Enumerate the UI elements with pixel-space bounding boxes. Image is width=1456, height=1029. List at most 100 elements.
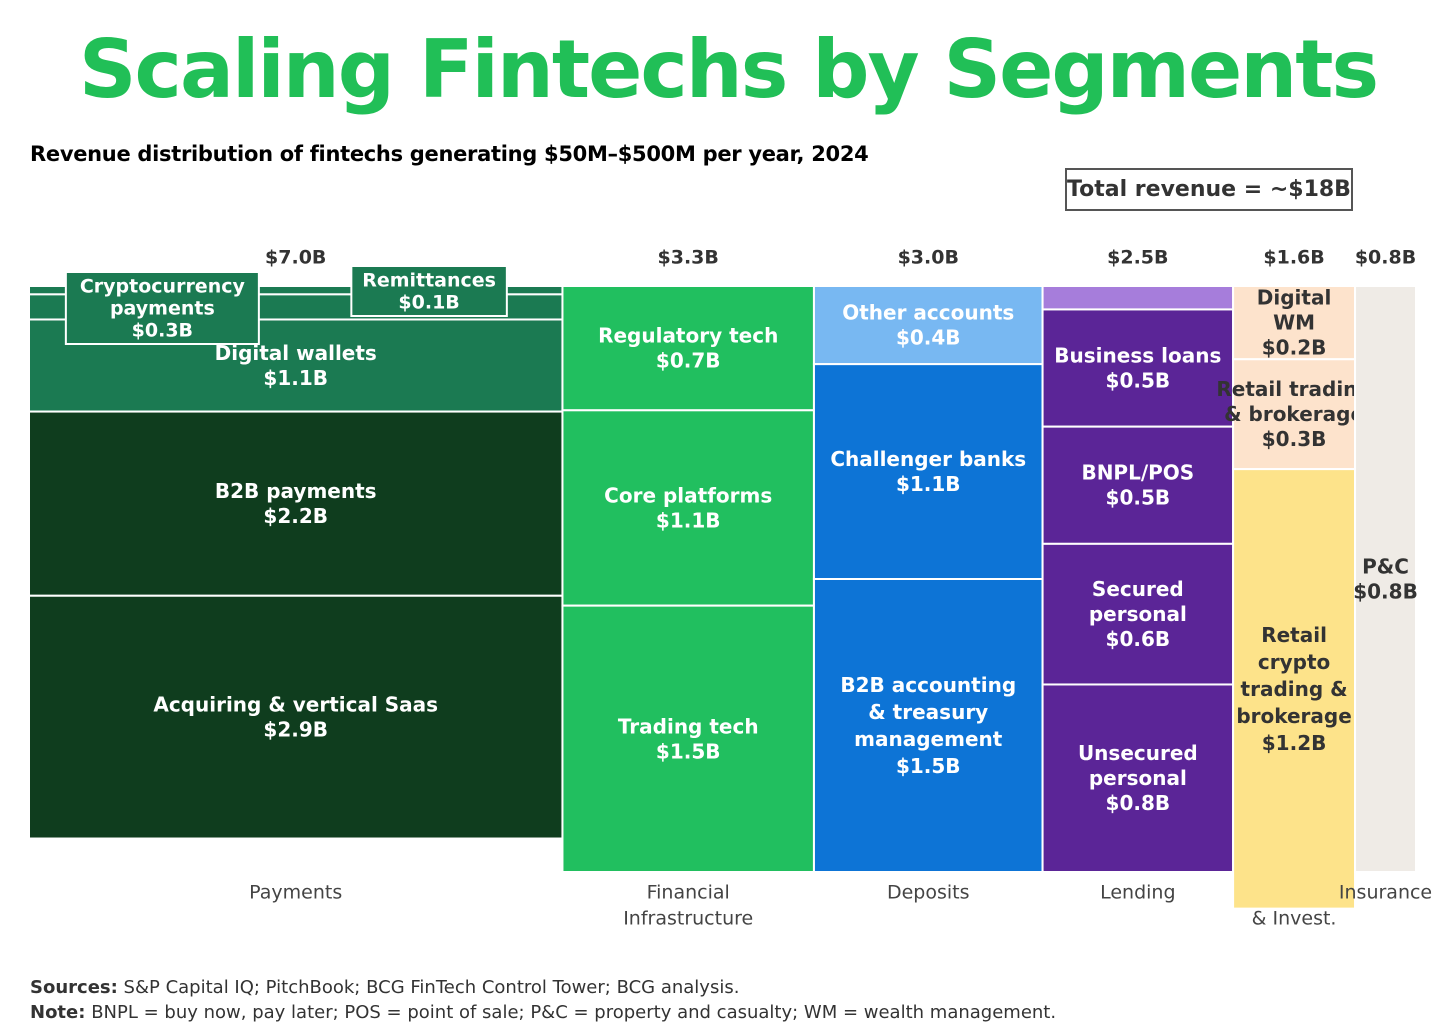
segment-label-digital-wm: Digital WM $0.2B: [1257, 286, 1332, 360]
category-label-deposits: Deposits: [887, 882, 970, 904]
segment-label-remittances-line: $0.1B: [398, 292, 459, 314]
note-line: Note: BNPL = buy now, pay later; POS = p…: [30, 1000, 1056, 1025]
column-total-trading-invest-line: $1.6B: [1263, 247, 1324, 269]
segment-label-regulatory-tech: Regulatory tech $0.7B: [598, 324, 778, 373]
page-title: Scaling Fintechs by Segments: [78, 23, 1379, 116]
segment-label-retail-crypto-trading-brokerage: Retail crypto trading & brokerage $1.2B: [1236, 623, 1352, 755]
segment-label-unsecured-personal-line: personal: [1089, 766, 1187, 790]
segment-label-cryptocurrency-payments-line: Cryptocurrency: [80, 276, 246, 298]
segment-label-digital-wm-line: $0.2B: [1262, 336, 1327, 360]
column-total-financial-infrastructure: $3.3B: [658, 247, 719, 269]
segment-label-retail-crypto-trading-brokerage-line: crypto: [1258, 650, 1330, 674]
note-label: Note:: [30, 1002, 86, 1023]
segment-label-business-loans-line: $0.5B: [1106, 369, 1171, 393]
segment-label-digital-wallets-line: $1.1B: [263, 366, 328, 390]
segment-label-b2b-accounting-treasury-management: B2B accounting & treasury management $1.5B: [840, 673, 1016, 778]
segment-label-retail-trading-brokerage-line: & brokerage: [1224, 402, 1364, 426]
segment-retail-crypto-trading-brokerage: [1232, 468, 1357, 910]
column-total-payments: $7.0B: [265, 247, 326, 269]
segment-label-bnpl-pos-line: BNPL/POS: [1081, 461, 1194, 485]
segment-label-business-loans: Business loans $0.5B: [1054, 344, 1221, 393]
segment-label-b2b-accounting-treasury-management-line: $1.5B: [896, 754, 961, 778]
total-revenue-box: Total revenue = ~$18B: [1065, 168, 1353, 211]
column-total-deposits-line: $3.0B: [898, 247, 959, 269]
segment-label-b2b-accounting-treasury-management-line: management: [854, 727, 1003, 751]
category-label-trading-invest-line: & Invest.: [1252, 908, 1337, 930]
segment-label-unsecured-personal: Unsecured personal $0.8B: [1078, 741, 1198, 815]
segment-label-trading-tech: Trading tech $1.5B: [618, 714, 759, 763]
sources-line: Sources: S&P Capital IQ; PitchBook; BCG …: [30, 975, 1056, 1000]
segment-regulatory-tech: [561, 285, 815, 412]
segment-label-remittances: Remittances $0.1B: [362, 270, 496, 314]
segment-label-digital-wm-line: WM: [1273, 311, 1315, 335]
segment-label-b2b-payments: B2B payments $2.2B: [215, 479, 377, 528]
category-label-insurance-line: Insurance: [1339, 882, 1432, 904]
segment-label-challenger-banks: Challenger banks $1.1B: [830, 447, 1026, 496]
segment-label-acquiring-vertical-saas-line: Acquiring & vertical Saas: [153, 693, 438, 717]
segment-label-secured-personal-line: $0.6B: [1106, 627, 1171, 651]
category-label-payments-line: Payments: [249, 882, 342, 904]
segment-label-retail-crypto-trading-brokerage-line: trading &: [1241, 677, 1348, 701]
segment-label-retail-crypto-trading-brokerage-line: brokerage: [1236, 704, 1352, 728]
segment-label-digital-wallets-line: Digital wallets: [215, 341, 377, 365]
segment-label-p-c-line: $0.8B: [1353, 580, 1418, 604]
segment-unsecured-personal: [1041, 683, 1235, 873]
segment-b2b-payments: [28, 410, 564, 597]
segment-label-challenger-banks-line: $1.1B: [896, 472, 961, 496]
mekko-chart: $7.0B Payments Remittances $0.1B Cryptocurre…: [28, 247, 1432, 930]
segment-label-digital-wallets: Digital wallets $1.1B: [215, 341, 377, 390]
segment-label-retail-crypto-trading-brokerage-line: Retail: [1261, 623, 1327, 647]
segment-label-secured-personal: Secured personal $0.6B: [1089, 577, 1187, 651]
column-total-payments-line: $7.0B: [265, 247, 326, 269]
category-label-financial-infrastructure: Financial Infrastructure: [623, 882, 753, 930]
sources-label: Sources:: [30, 977, 118, 998]
note-text: BNPL = buy now, pay later; POS = point o…: [91, 1002, 1057, 1023]
segment-label-trading-tech-line: $1.5B: [656, 739, 721, 763]
segment-label-retail-crypto-trading-brokerage-line: $1.2B: [1262, 731, 1327, 755]
category-label-financial-infrastructure-line: Financial: [647, 882, 730, 904]
segment-label-challenger-banks-line: Challenger banks: [830, 447, 1026, 471]
column-total-trading-invest: $1.6B: [1263, 247, 1324, 269]
segment-label-retail-trading-brokerage-line: Retail trading: [1216, 377, 1371, 401]
segment-label-core-platforms-line: $1.1B: [656, 508, 721, 532]
segment-label-cryptocurrency-payments-line: payments: [110, 298, 215, 320]
column-total-lending: $2.5B: [1107, 247, 1168, 269]
segment-b2b-accounting-treasury-management: [812, 578, 1044, 873]
column-total-insurance-line: $0.8B: [1355, 247, 1416, 269]
segment-label-other-accounts: Other accounts $0.4B: [842, 301, 1014, 350]
segment-label-p-c-line: P&C: [1362, 555, 1409, 579]
segment-label-b2b-accounting-treasury-management-line: & treasury: [868, 700, 988, 724]
segment-label-retail-trading-brokerage: Retail trading & brokerage $0.3B: [1216, 377, 1371, 451]
segment-core-platforms: [561, 409, 815, 607]
category-label-lending: Lending: [1100, 882, 1175, 904]
segment-label-remittances-line: Remittances: [362, 270, 496, 292]
segment-trading-tech: [561, 604, 815, 873]
segment-label-unsecured-personal-line: Unsecured: [1078, 741, 1198, 765]
chart-footer: Sources: S&P Capital IQ; PitchBook; BCG …: [30, 975, 1056, 1025]
segment-label-bnpl-pos-line: $0.5B: [1106, 486, 1171, 510]
segment-label-cryptocurrency-payments-line: $0.3B: [132, 320, 193, 342]
column-total-financial-infrastructure-line: $3.3B: [658, 247, 719, 269]
segment-label-digital-wm-line: Digital: [1257, 286, 1332, 310]
segment-label-core-platforms-line: Core platforms: [604, 483, 772, 507]
segment-label-b2b-payments-line: B2B payments: [215, 479, 377, 503]
callout-box-remittances: [350, 265, 508, 317]
segment-label-regulatory-tech-line: Regulatory tech: [598, 324, 778, 348]
column-total-insurance: $0.8B: [1355, 247, 1416, 269]
segment-label-p-c: P&C $0.8B: [1353, 555, 1418, 604]
segment-other-accounts: [812, 285, 1044, 366]
segment-label-other-accounts-line: $0.4B: [896, 326, 961, 350]
sources-text: S&P Capital IQ; PitchBook; BCG FinTech C…: [123, 977, 740, 998]
category-label-deposits-line: Deposits: [887, 882, 970, 904]
category-label-payments: Payments: [249, 882, 342, 904]
category-label-insurance: Insurance: [1339, 882, 1432, 904]
segment-label-secured-personal-line: Secured: [1092, 577, 1184, 601]
segment-bnpl-pos: [1041, 425, 1235, 545]
segment-label-b2b-accounting-treasury-management-line: B2B accounting: [840, 673, 1016, 697]
segment-label-secured-personal-line: personal: [1089, 602, 1187, 626]
segment-p-c: [1354, 285, 1417, 873]
segment-label-bnpl-pos: BNPL/POS $0.5B: [1081, 461, 1194, 510]
chart-subtitle: Revenue distribution of fintechs generat…: [30, 142, 869, 166]
category-label-lending-line: Lending: [1100, 882, 1175, 904]
segment-label-retail-trading-brokerage-line: $0.3B: [1262, 427, 1327, 451]
